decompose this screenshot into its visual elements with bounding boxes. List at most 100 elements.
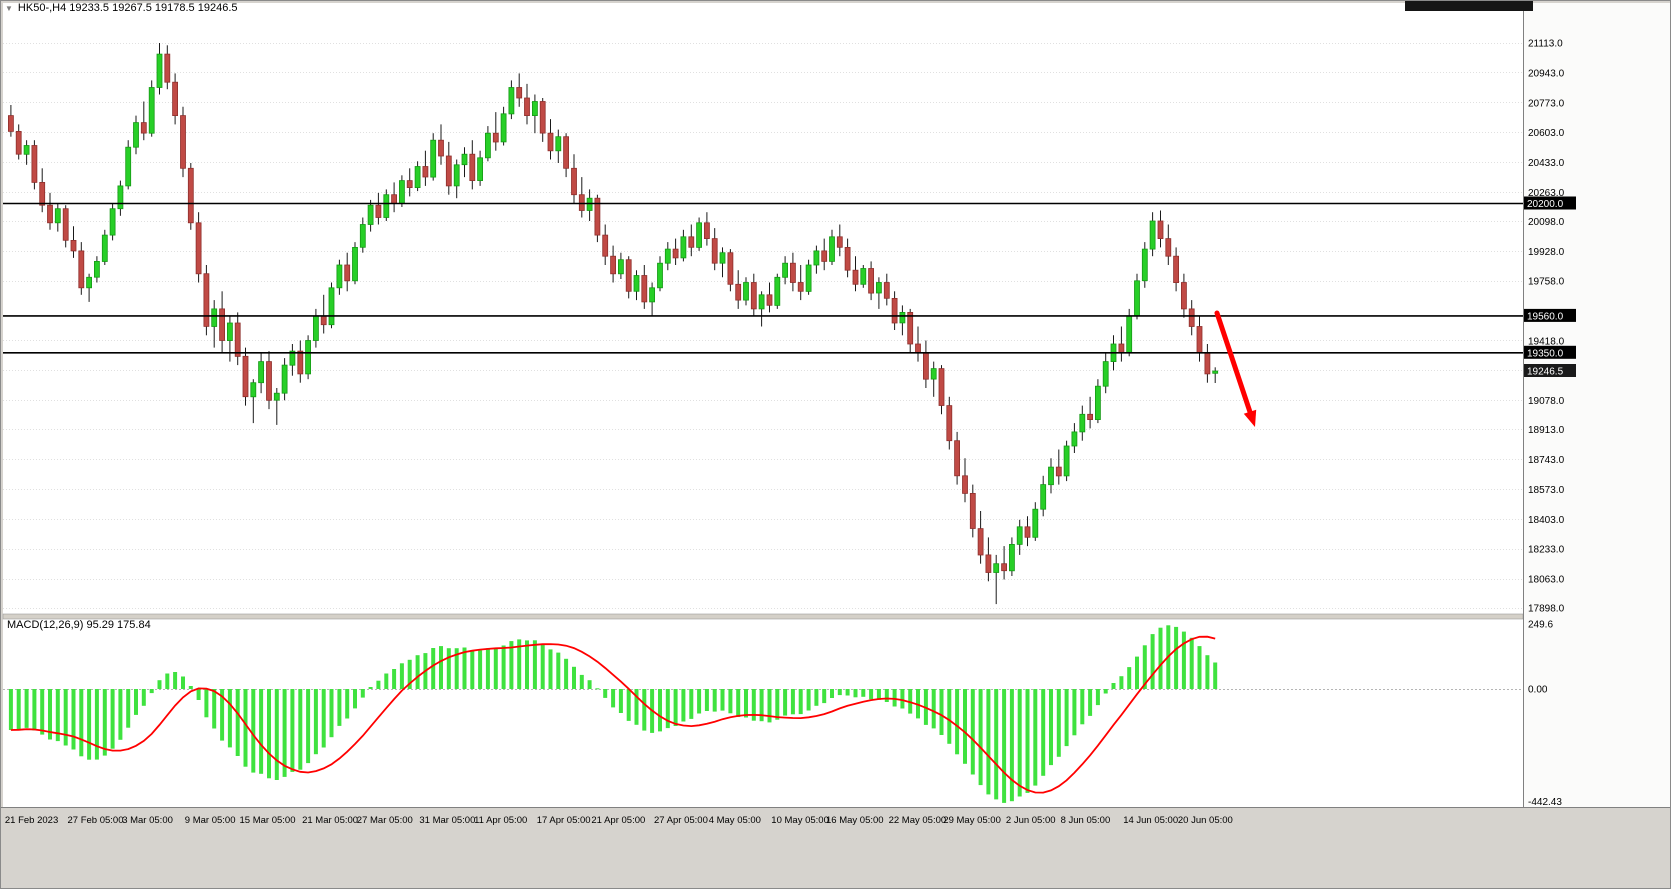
candle-body	[672, 248, 679, 259]
macd-bar	[1142, 645, 1147, 689]
macd-bar	[485, 648, 490, 689]
candle-body	[664, 248, 671, 264]
candle-body	[1016, 526, 1023, 545]
candle-body	[1212, 370, 1219, 374]
candle-body	[844, 246, 851, 271]
candles-layer	[8, 43, 1219, 605]
macd-bar	[1189, 637, 1194, 689]
candle-body	[156, 53, 163, 88]
time-axis-label: 29 May 05:00	[943, 815, 1001, 826]
macd-bar	[759, 689, 764, 722]
candle-body	[1095, 385, 1101, 421]
candle-body	[946, 405, 953, 442]
candle-body	[743, 282, 749, 301]
macd-bar	[775, 689, 780, 720]
macd-bar	[501, 645, 506, 689]
candle-body	[117, 185, 124, 210]
candle-body	[977, 528, 984, 556]
macd-axis-labels: 249.6 0.00 -442.43	[1528, 620, 1562, 808]
time-axis-label: 11 Apr 05:00	[474, 815, 527, 826]
candle-body	[539, 101, 546, 134]
candle-body	[516, 87, 523, 99]
candle-body	[266, 361, 272, 401]
macd-bar	[1158, 627, 1163, 689]
macd-bar	[227, 689, 232, 748]
time-axis-label: 27 Feb 05:00	[68, 815, 124, 826]
candle-body	[1134, 280, 1140, 317]
candle-body	[359, 224, 366, 248]
svg-text:17898.0: 17898.0	[1528, 604, 1565, 615]
trend-arrow[interactable]	[1214, 310, 1257, 427]
candle-body	[187, 167, 194, 224]
candle-body	[829, 236, 835, 262]
time-axis-labels[interactable]: 21 Feb 2023 27 Feb 05:003 Mar 05:00 9 Mar …	[5, 815, 1233, 826]
macd-bar	[392, 669, 397, 689]
macd-bar	[196, 689, 201, 700]
current-price-tag-text: 19246.5	[1527, 367, 1564, 378]
level-price-tag	[1524, 308, 1576, 322]
candle-body	[954, 440, 960, 477]
macd-bar	[87, 689, 92, 760]
macd-bar	[345, 689, 350, 719]
candle-body	[484, 132, 491, 159]
candle-body	[1048, 466, 1054, 486]
candle-body	[86, 276, 92, 289]
macd-bar	[8, 689, 13, 730]
macd-bar	[110, 689, 115, 749]
candle-body	[47, 204, 53, 224]
macd-bar	[290, 689, 295, 772]
candle-body	[688, 236, 695, 248]
svg-text:18403.0: 18403.0	[1528, 515, 1565, 526]
macd-bar	[313, 689, 318, 755]
macd-bar	[1181, 631, 1186, 689]
candle-body	[696, 222, 702, 248]
candle-body	[273, 392, 280, 401]
macd-bar	[126, 689, 131, 728]
price-axis-background[interactable]	[1523, 3, 1671, 807]
panel-divider[interactable]	[2, 613, 1524, 620]
macd-bar	[274, 689, 279, 780]
candle-body	[782, 262, 788, 278]
candle-body	[477, 157, 484, 182]
candle-body	[453, 164, 460, 187]
time-axis-label: 17 Apr 05:00	[537, 815, 591, 826]
macd-bar	[783, 689, 788, 716]
macd-bar	[1033, 689, 1038, 786]
candle-body	[586, 197, 593, 211]
candle-body	[578, 194, 585, 211]
macd-bar	[1150, 634, 1155, 689]
candle-body	[907, 311, 914, 345]
candle-body	[195, 222, 202, 275]
macd-bar	[376, 680, 381, 689]
candle-body	[15, 130, 22, 155]
macd-bar	[306, 689, 311, 764]
candle-body	[602, 234, 609, 257]
candle-body	[1196, 326, 1203, 354]
candle-body	[923, 352, 929, 380]
macd-bar	[658, 689, 662, 732]
macd-histogram	[8, 625, 1218, 803]
macd-bar	[916, 689, 920, 719]
macd-bar	[767, 689, 772, 723]
candle-body	[555, 136, 562, 152]
current-price-tag	[1524, 364, 1576, 377]
candle-body	[735, 283, 742, 301]
svg-text:19078.0: 19078.0	[1528, 396, 1565, 407]
macd-bar	[798, 689, 803, 715]
candle-body	[492, 132, 499, 143]
candle-body	[297, 350, 304, 375]
macd-bar	[1072, 689, 1077, 736]
candle-body	[547, 132, 554, 152]
time-axis-label: 14 Jun 05:00	[1123, 815, 1178, 826]
candle-body	[704, 222, 710, 240]
svg-text:249.6: 249.6	[1528, 620, 1553, 631]
macd-bar	[642, 689, 647, 731]
macd-bar	[900, 689, 905, 709]
macd-bar	[321, 689, 326, 748]
level-lines[interactable]: 20200.0 19560.0 19350.0	[3, 196, 1576, 360]
level-price-tag	[1524, 345, 1576, 359]
macd-bar	[572, 666, 576, 689]
svg-text:21113.0: 21113.0	[1528, 39, 1563, 50]
candle-body	[203, 273, 210, 327]
